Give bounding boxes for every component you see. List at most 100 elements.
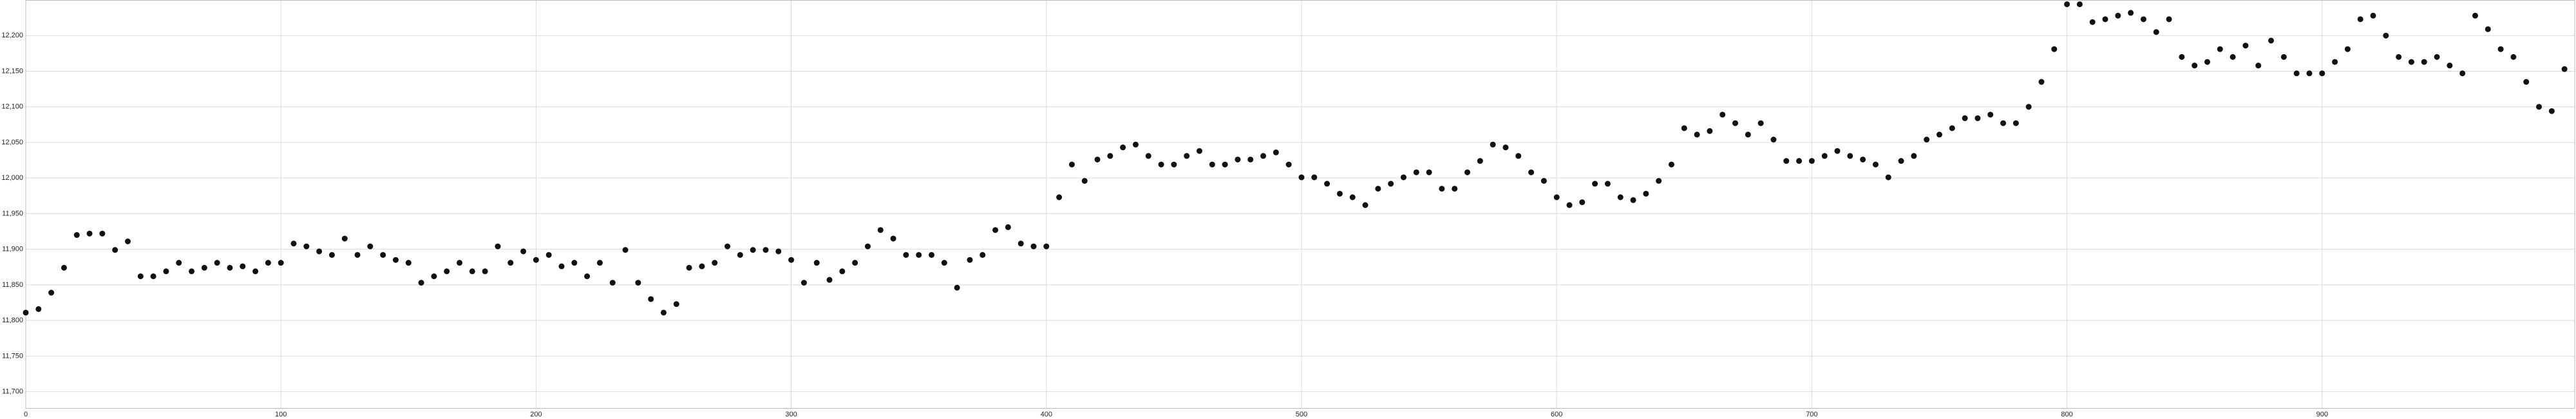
point bbox=[928, 251, 934, 258]
point bbox=[2421, 59, 2427, 65]
point bbox=[290, 240, 297, 247]
point bbox=[150, 273, 156, 280]
point bbox=[2255, 63, 2262, 69]
point bbox=[1860, 156, 1866, 162]
point bbox=[201, 264, 207, 271]
point bbox=[737, 251, 743, 258]
point bbox=[1120, 144, 1126, 151]
point bbox=[2561, 66, 2568, 72]
point bbox=[954, 284, 960, 291]
point bbox=[1375, 186, 1381, 192]
point bbox=[1413, 169, 1419, 175]
y-tick-label: 12,050 bbox=[1, 139, 23, 146]
point bbox=[520, 248, 527, 255]
point bbox=[1553, 194, 1560, 200]
point bbox=[61, 264, 67, 271]
point bbox=[1936, 132, 1942, 138]
point bbox=[980, 251, 986, 258]
point bbox=[2217, 46, 2223, 52]
point bbox=[2179, 54, 2185, 60]
point bbox=[2548, 108, 2555, 114]
x-tick-label: 100 bbox=[275, 411, 287, 418]
y-tick-label: 11,700 bbox=[2, 387, 23, 395]
point bbox=[1235, 156, 1241, 162]
point bbox=[176, 260, 182, 266]
y-tick-label: 12,150 bbox=[1, 67, 23, 75]
point bbox=[852, 260, 858, 266]
point bbox=[1464, 169, 1471, 175]
point bbox=[775, 248, 782, 255]
point bbox=[2128, 10, 2134, 16]
point bbox=[1349, 194, 1356, 200]
point bbox=[303, 243, 310, 249]
point bbox=[2025, 104, 2032, 110]
point bbox=[877, 227, 884, 233]
point bbox=[2332, 59, 2338, 65]
point bbox=[137, 273, 144, 280]
y-tick-label: 12,000 bbox=[1, 174, 23, 182]
point bbox=[23, 309, 29, 316]
point bbox=[558, 263, 565, 269]
point bbox=[2102, 16, 2108, 23]
point bbox=[2293, 70, 2300, 77]
point bbox=[328, 251, 335, 258]
point bbox=[1540, 178, 1547, 184]
point bbox=[2012, 120, 2019, 126]
point bbox=[380, 251, 386, 258]
x-tick-label: 600 bbox=[1551, 411, 1562, 418]
point bbox=[265, 260, 271, 266]
point bbox=[1171, 161, 1177, 168]
x-tick-label: 500 bbox=[1296, 411, 1307, 418]
point bbox=[1924, 137, 1930, 143]
point bbox=[686, 264, 692, 271]
point bbox=[1197, 148, 1203, 154]
point bbox=[1209, 161, 1215, 168]
point bbox=[1081, 178, 1088, 184]
point bbox=[1528, 169, 1535, 175]
point bbox=[252, 268, 259, 275]
point bbox=[1757, 120, 1764, 126]
point bbox=[1987, 112, 1994, 118]
point bbox=[2076, 1, 2083, 8]
point bbox=[1043, 243, 1050, 249]
point bbox=[341, 235, 348, 242]
point bbox=[2204, 59, 2210, 65]
point bbox=[35, 306, 42, 312]
point bbox=[124, 238, 131, 244]
y-tick-label: 11,900 bbox=[2, 246, 23, 253]
point bbox=[2510, 54, 2517, 60]
point bbox=[2344, 46, 2351, 52]
point bbox=[2536, 104, 2543, 110]
point bbox=[507, 260, 514, 266]
point bbox=[1324, 180, 1331, 187]
point bbox=[826, 277, 833, 283]
point bbox=[1707, 128, 1713, 134]
x-tick-label: 0 bbox=[24, 411, 28, 418]
y-tick-label: 11,950 bbox=[2, 210, 23, 217]
point bbox=[712, 260, 718, 266]
point bbox=[1158, 161, 1164, 168]
point bbox=[1745, 132, 1751, 138]
point bbox=[214, 260, 220, 266]
point bbox=[545, 251, 552, 258]
point bbox=[1566, 202, 1573, 208]
point bbox=[864, 243, 871, 249]
point bbox=[2089, 19, 2096, 25]
point bbox=[431, 273, 437, 280]
point bbox=[1030, 243, 1037, 249]
point bbox=[1222, 161, 1228, 168]
point bbox=[967, 257, 973, 263]
point bbox=[941, 260, 947, 266]
point bbox=[1732, 120, 1739, 126]
point bbox=[2396, 54, 2402, 60]
point bbox=[813, 260, 820, 266]
point bbox=[2140, 16, 2146, 23]
point bbox=[1132, 141, 1139, 148]
point bbox=[1872, 161, 1879, 168]
point bbox=[2166, 16, 2172, 23]
point bbox=[189, 268, 195, 275]
plot-frame bbox=[25, 0, 2575, 409]
point bbox=[2280, 54, 2287, 60]
point bbox=[2000, 120, 2007, 126]
point bbox=[648, 296, 654, 302]
